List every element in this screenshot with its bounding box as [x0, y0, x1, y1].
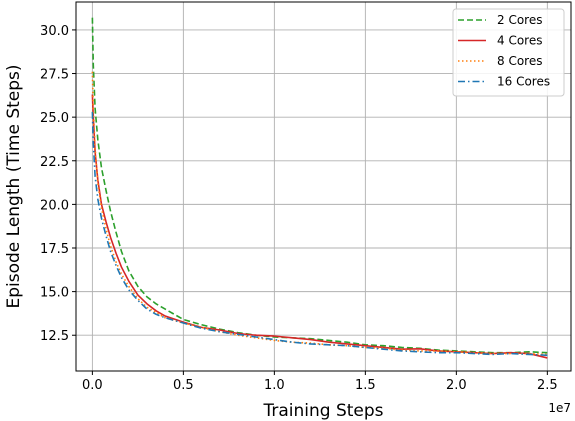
grid — [76, 2, 571, 371]
legend-box — [452, 8, 565, 97]
legend-label: 2 Cores — [497, 13, 542, 27]
y-tick-label: 15.0 — [40, 286, 69, 301]
y-tick-label: 25.0 — [40, 111, 69, 126]
series-line-2-cores — [91, 17, 548, 354]
x-axis-label: Training Steps — [262, 401, 383, 421]
y-tick-label: 12.5 — [40, 329, 69, 344]
axis-ticks: 0.0 0.5 1.0 1.5 2.0 2.5 12.5 15.0 17.5 20.0 22.5 25… — [40, 24, 558, 393]
x-tick-label: 1.0 — [264, 378, 285, 393]
y-axis-label: Episode Length (Time Steps) — [4, 64, 24, 308]
x-axis-offset-label: 1e7 — [548, 401, 571, 415]
legend-label: 16 Cores — [497, 75, 550, 89]
series-line-4-cores — [91, 94, 548, 359]
y-tick-label: 20.0 — [40, 198, 69, 213]
x-tick-label: 2.0 — [446, 378, 467, 393]
legend-label: 4 Cores — [497, 34, 542, 48]
x-tick-label: 0.5 — [173, 378, 194, 393]
y-tick-label: 17.5 — [40, 242, 69, 257]
y-tick-label: 30.0 — [40, 24, 69, 39]
x-tick-label: 1.5 — [355, 378, 376, 393]
plot-frame — [75, 1, 572, 372]
series-lines — [91, 17, 548, 359]
series-line-16-cores — [91, 111, 548, 357]
y-tick-label: 22.5 — [40, 155, 69, 170]
legend-label: 8 Cores — [497, 54, 542, 68]
x-tick-label: 2.5 — [537, 378, 558, 393]
y-tick-label: 27.5 — [40, 68, 69, 83]
legend: 2 Cores 4 Cores 8 Cores 16 Cores — [452, 8, 565, 97]
x-tick-label: 0.0 — [82, 378, 103, 393]
